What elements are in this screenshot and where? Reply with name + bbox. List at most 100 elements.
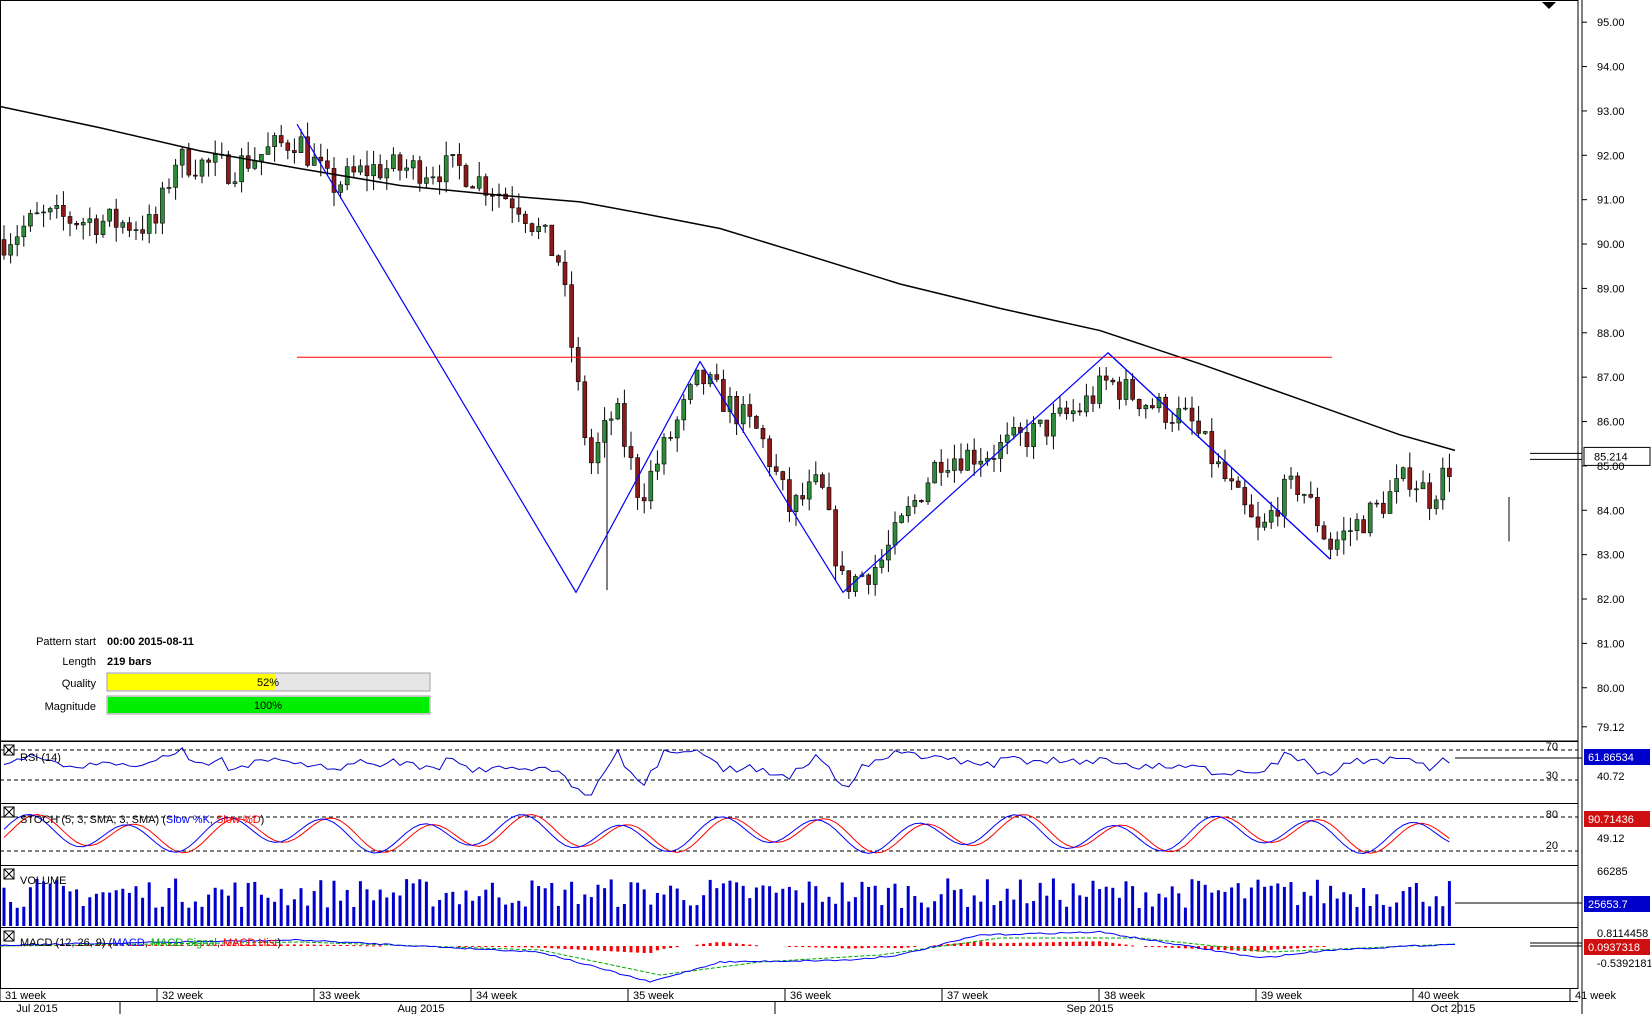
volume-bar (1428, 906, 1432, 926)
macd-hist-bar (979, 941, 983, 946)
candle-body (714, 374, 720, 380)
volume-bar (253, 881, 257, 926)
volume-bar (748, 898, 752, 926)
macd-hist-bar (253, 944, 257, 946)
macd-hist-bar (94, 944, 98, 946)
current-price-tag (1583, 446, 1651, 466)
candle-body (1407, 467, 1413, 490)
macd-hist-bar (1032, 942, 1036, 946)
price-tick-label: 87.00 (1597, 372, 1625, 384)
macd-hist-bar (233, 944, 237, 946)
volume-bar (1117, 897, 1121, 926)
macd-hist-bar (325, 944, 329, 946)
volume-bar (827, 896, 831, 926)
macd-hist-bar (121, 944, 125, 946)
macd-hist-bar (187, 944, 191, 946)
price-tick-label: 92.00 (1597, 150, 1625, 162)
volume-bar (279, 888, 283, 926)
macd-hist-bar (240, 944, 244, 946)
candle-body (787, 479, 792, 512)
volume-bar (1045, 895, 1049, 926)
volume-bar (1348, 894, 1352, 926)
volume-bar (1421, 901, 1425, 926)
macd-hist-bar (1157, 946, 1161, 948)
volume-bar (306, 905, 310, 926)
volume-bar (1296, 905, 1300, 926)
volume-bar (187, 907, 191, 926)
candle-body (925, 482, 931, 503)
candle-body (978, 460, 984, 465)
candle-body (430, 176, 436, 179)
week-tick-label: 31 week (5, 990, 46, 1002)
candle-body (94, 218, 99, 236)
candle-body (272, 135, 277, 148)
volume-bar (1150, 906, 1154, 926)
macd-hist-bar (22, 945, 26, 947)
candle-body (1117, 381, 1122, 400)
volume-bar (880, 905, 884, 926)
volume-bar (893, 883, 897, 926)
volume-bar (391, 892, 395, 926)
candle-body (47, 208, 53, 213)
candle-body (1420, 482, 1426, 490)
macd-hist-bar (226, 944, 230, 946)
candle-body (41, 211, 46, 214)
macd-hist-bar (814, 946, 818, 948)
volume-bar (55, 879, 59, 926)
volume-bar (504, 904, 508, 926)
macd-hist-bar (1078, 941, 1082, 946)
macd-hist-bar (1203, 946, 1207, 950)
candle-body (160, 187, 165, 224)
stoch-k-line (3, 814, 1450, 854)
macd-hist-bar (266, 944, 270, 946)
volume-bar (807, 881, 811, 926)
volume-bar (1381, 904, 1385, 926)
candle-body (153, 214, 159, 224)
candle-body (1249, 504, 1254, 518)
volume-bar (1012, 899, 1016, 926)
macd-hist-bar (1038, 942, 1042, 946)
candle-body (1110, 379, 1116, 383)
candle-body (536, 226, 541, 232)
rsi-value-tag (1584, 749, 1650, 765)
week-tick-label: 35 week (633, 990, 674, 1002)
macd-hist-bar (358, 945, 362, 947)
volume-bar (688, 905, 692, 926)
macd-hist-bar (1309, 946, 1313, 948)
volume-bar (629, 882, 633, 926)
candle-body (410, 160, 416, 169)
volume-bar (966, 906, 970, 926)
candle-body (1321, 525, 1327, 540)
macd-hist-bar (1223, 946, 1227, 951)
volume-bar (1282, 886, 1286, 926)
volume-bar (1441, 906, 1445, 926)
candle-body (179, 148, 185, 166)
candle-body (1387, 491, 1393, 514)
candle-body (265, 146, 271, 155)
volume-bar (834, 903, 838, 926)
macd-hist-bar (622, 946, 626, 952)
macd-hist-bar (180, 944, 184, 946)
candle-body (127, 222, 132, 231)
volume-bar (926, 907, 930, 926)
volume-bar (510, 902, 514, 926)
candle-body (800, 495, 805, 500)
candle-body (1011, 427, 1017, 436)
macd-hist-bar (550, 946, 554, 949)
volume-bar (108, 892, 112, 926)
volume-bar (9, 901, 13, 926)
macd-hist-bar (332, 944, 336, 946)
candle-body (734, 396, 739, 425)
candle-body (582, 381, 588, 438)
volume-bar (563, 889, 567, 926)
volume-bar (517, 900, 521, 926)
rsi-line (3, 747, 1450, 796)
volume-bar (1203, 884, 1207, 926)
macd-hist-bar (114, 944, 118, 946)
macd-hist-bar (702, 943, 706, 946)
macd-hist-bar (220, 944, 224, 946)
macd-hist-bar (1150, 946, 1154, 947)
macd-hist-bar (174, 944, 178, 946)
candle-body (1077, 410, 1083, 413)
